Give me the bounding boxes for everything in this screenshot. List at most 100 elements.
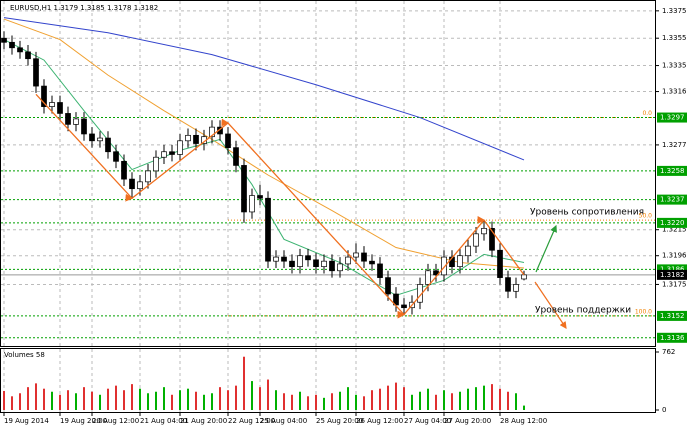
level-box [657,165,687,176]
candle-body [273,256,279,262]
x-tick-label: 27 Aug 20:00 [444,417,491,425]
y-tick-label: 1.3196 [662,252,687,260]
candle-body [17,47,23,53]
candle-body [177,140,183,155]
candle-body [361,252,367,262]
candle-body [297,255,303,268]
x-tick-label: 22 Aug 12:00 [228,417,275,425]
y-tick-label: 762 [662,348,675,356]
resistance-arrow [535,224,557,273]
level-box [657,217,687,228]
candle-body [129,178,135,190]
candle-body [1,37,7,43]
x-tick-label: 26 Aug 12:00 [356,417,403,425]
level-label: 1.3152 [660,312,685,320]
level-box [657,194,687,205]
candle-body [497,249,503,278]
candle-body [249,195,255,213]
annotation: Уровень поддержки [535,306,631,316]
y-tick-label: 1.3175 [662,280,687,288]
x-tick-label: 25 Aug 20:00 [316,417,363,425]
level-box [657,310,687,321]
candle-body [73,118,79,125]
x-tick-label: 21 Aug 20:00 [180,417,227,425]
candle-body [473,233,479,247]
y-tick-label: 1.3215 [662,226,687,234]
last-price-box [657,269,687,280]
candle-body [33,58,39,87]
y-tick-label: 1.3355 [662,34,687,42]
x-tick-label: 20 Aug 12:00 [92,417,139,425]
x-tick-label: 25 Aug 04:00 [260,417,307,425]
x-tick-label: 19 Aug 20:00 [60,417,107,425]
volume-title: Volumes 58 [4,351,45,359]
candle-body [65,113,71,125]
support-arrow [534,281,567,329]
candle-body [329,260,335,272]
candle-body [57,102,63,114]
last-price-label: 1.3182 [660,271,685,279]
level-box [657,112,687,123]
annotation: Уровень сопротивления [530,208,644,218]
candle-body [457,255,463,268]
candle-body [321,260,327,268]
candle-body [481,228,487,235]
level-label: 1.3297 [660,114,685,122]
fib-label: 0.0 [642,110,652,117]
candle-body [313,259,319,268]
candle-body [233,147,239,166]
candle-body [337,263,343,272]
candle-body [353,252,359,258]
level-box [657,264,687,275]
candle-body [81,118,87,135]
level-label: 1.3186 [660,265,685,273]
candle-body [305,255,311,261]
x-tick-label: 28 Aug 12:00 [500,417,547,425]
candle-body [169,151,175,155]
level-label: 1.3237 [660,196,685,204]
candle-body [369,260,375,265]
y-tick-label: 0 [662,406,666,414]
candle-body [41,85,47,107]
candle-body [9,41,15,49]
candle-body [25,51,31,60]
candle-body [513,284,519,292]
candle-body [113,151,119,162]
fib-label: 50.0 [639,213,653,220]
candle-body [345,256,351,265]
level-box [657,332,687,343]
y-tick-label: 1.3375 [662,7,687,15]
candle-body [425,270,431,285]
x-tick-label: 21 Aug 04:00 [140,417,187,425]
candle-body [385,277,391,295]
y-tick-label: 1.3277 [662,141,687,149]
candle-body [121,160,127,180]
candle-body [145,170,151,183]
candle-body [137,181,143,190]
candle-body [241,165,247,213]
level-label: 1.3258 [660,167,685,175]
candle-body [489,228,495,251]
candle-body [257,195,263,199]
candle-body [521,274,527,280]
candle-body [265,197,271,262]
candle-body [185,134,191,142]
candle-body [401,304,407,309]
candle-body [49,102,55,107]
x-tick-label: 27 Aug 04:00 [404,417,451,425]
volume-panel [0,348,656,413]
candle-body [465,245,471,257]
candle-body [377,263,383,278]
candle-body [97,137,103,142]
chart-header: EURUSD,H1 1.3179 1.3185 1.3178 1.3182 [10,4,158,12]
candle-body [161,151,167,158]
candle-body [289,260,295,268]
candle-body [225,133,231,148]
candle-body [105,137,111,153]
level-label: 1.3220 [660,219,685,227]
candle-body [505,277,511,292]
candle-body [89,133,95,142]
level-label: 1.3136 [660,334,685,342]
x-tick-label: 19 Aug 2014 [4,417,49,425]
